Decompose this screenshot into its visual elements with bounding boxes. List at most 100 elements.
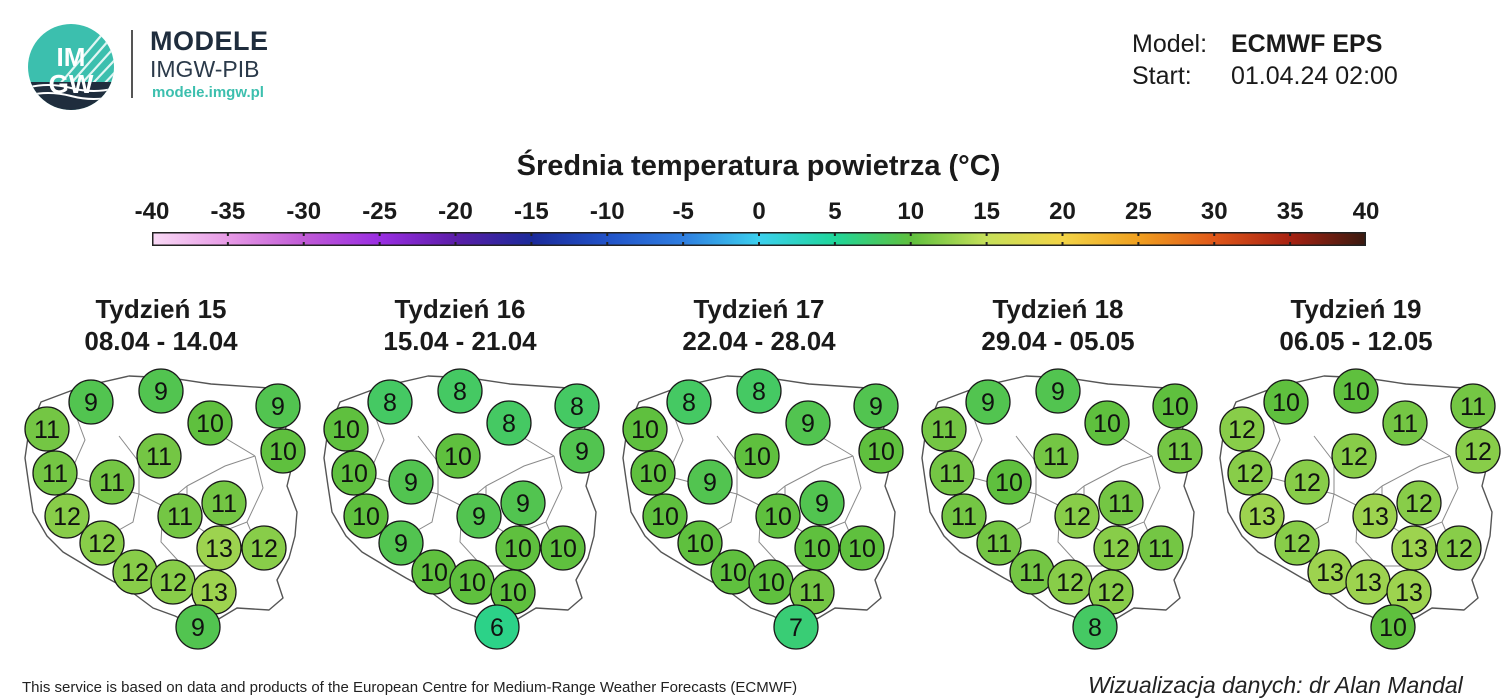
temperature-value: 12 [1102,535,1130,563]
temperature-value: 13 [1248,503,1276,531]
temperature-bubble: 10 [331,450,377,496]
temperature-bubble-circle [437,368,483,414]
temperature-bubble: 12 [150,559,196,605]
temperature-value: 11 [986,530,1012,558]
temperature-value: 11 [99,469,125,497]
temperature-bubble-circle [1263,379,1309,425]
temperature-bubble: 8 [486,400,532,446]
temperature-value: 12 [250,535,278,563]
temperature-bubble-circle [500,480,546,526]
scale-tick-label: -5 [672,198,694,225]
temperature-bubble-circle [1054,493,1100,539]
temperature-bubble-circle [642,493,688,539]
brand-url-link[interactable]: modele.imgw.pl [152,84,264,101]
temperature-value: 11 [1392,410,1418,438]
temperature-bubble-circle [1396,480,1442,526]
temperature-bubble: 9 [799,480,845,526]
temperature-value: 10 [1093,410,1121,438]
temperature-value: 9 [154,378,168,406]
temperature-bubble-circle [858,428,904,474]
logo-divider [131,30,133,98]
temperature-bubble: 10 [1263,379,1309,425]
temperature-bubble-circle [44,493,90,539]
temperature-bubble-circle [187,400,233,446]
temperature-bubble-circle [839,525,885,571]
footer-credit: Wizualizacja danych: dr Alan Mandal [1088,672,1463,698]
temperature-bubble: 12 [1219,406,1265,452]
temperature-value: 9 [191,614,205,642]
temperature-bubble: 6 [474,604,520,650]
imgw-logo-icon: IM GW [28,24,114,110]
temperature-bubble: 12 [1054,493,1100,539]
model-value: ECMWF EPS [1231,30,1383,58]
temperature-bubble: 12 [1396,480,1442,526]
temperature-bubble-circle [136,433,182,479]
temperature-bubble: 11 [1157,428,1203,474]
scale-tick-labels: -40 -35 -30 -25 -20 -15 -10 -5 0 5 10 15 20 25 30 35 40 [0,198,1507,228]
temperature-value: 10 [444,443,472,471]
temperature-bubble-circle [1274,520,1320,566]
temperature-value: 12 [1445,535,1473,563]
temperature-bubble: 9 [175,604,221,650]
temperature-value: 13 [200,579,228,607]
temperature-bubble-circle [976,520,1022,566]
temperature-bubble: 13 [1345,559,1391,605]
temperature-value: 13 [1395,579,1423,607]
temperature-value: 10 [1379,614,1407,642]
temperature-bubble-circle [986,459,1032,505]
temperature-bubble: 10 [1152,383,1198,429]
temperature-value: 12 [1097,579,1125,607]
temperature-value: 10 [269,438,297,466]
scale-tick-label: 0 [752,198,766,225]
temperature-value: 11 [799,579,825,607]
temperature-value: 11 [1148,535,1174,563]
temperature-bubble-circle [630,450,676,496]
temperature-bubble: 13 [196,525,242,571]
temperature-bubble: 11 [1138,525,1184,571]
temperature-value: 9 [516,490,530,518]
temperature-bubble: 10 [411,549,457,595]
scale-tick-label: 30 [1200,198,1228,225]
temperature-bubble: 10 [642,493,688,539]
temperature-bubble: 9 [965,379,1011,425]
temperature-bubble-circle [1333,368,1379,414]
temperature-value: 11 [146,443,172,471]
temperature-value: 11 [34,416,60,444]
temperature-bubble: 11 [1450,383,1496,429]
temperature-bubble: 12 [1331,433,1377,479]
temperature-value: 13 [1316,559,1344,587]
temperature-bubble-circle [331,450,377,496]
temperature-bubble: 10 [435,433,481,479]
temperature-value: 8 [682,389,696,417]
temperature-value: 12 [53,503,81,531]
temperature-value: 10 [1342,378,1370,406]
temperature-bubble-circle [540,525,586,571]
temperature-value: 11 [939,460,965,488]
temperature-value: 13 [1400,535,1428,563]
temperature-bubble-circle [941,493,987,539]
temperature-bubble-circle [435,433,481,479]
temperature-bubble: 10 [187,400,233,446]
week-dates: 22.04 - 28.04 [682,326,836,356]
scale-tick-label: -30 [286,198,322,225]
temperature-value: 9 [84,389,98,417]
temperature-value: 9 [394,530,408,558]
temperature-value: 12 [1340,443,1368,471]
temperature-bubble: 13 [1352,493,1398,539]
temperature-value: 6 [490,614,504,642]
temperature-value: 11 [1043,443,1069,471]
week-dates: 29.04 - 05.05 [981,326,1135,356]
week-panel: 12 10 10 11 11 12 12 12 12 13 12 13 12 12 13 13 13 13 10 Ty… [1206,290,1506,650]
temperature-bubble: 11 [89,459,135,505]
temperature-bubble: 8 [437,368,483,414]
week-panel: 11 9 9 10 10 11 11 11 10 11 11 12 11 11 12 11 12 12 8 Tydzi… [908,290,1208,650]
temperature-value: 13 [1361,503,1389,531]
scale-tick-label: -35 [210,198,246,225]
temperature-bubble: 10 [734,433,780,479]
scale-tick-label: -40 [134,198,170,225]
scale-tick-label: 5 [828,198,842,225]
temperature-bubble: 10 [986,459,1032,505]
week-title: Tydzień 16 [394,294,526,324]
